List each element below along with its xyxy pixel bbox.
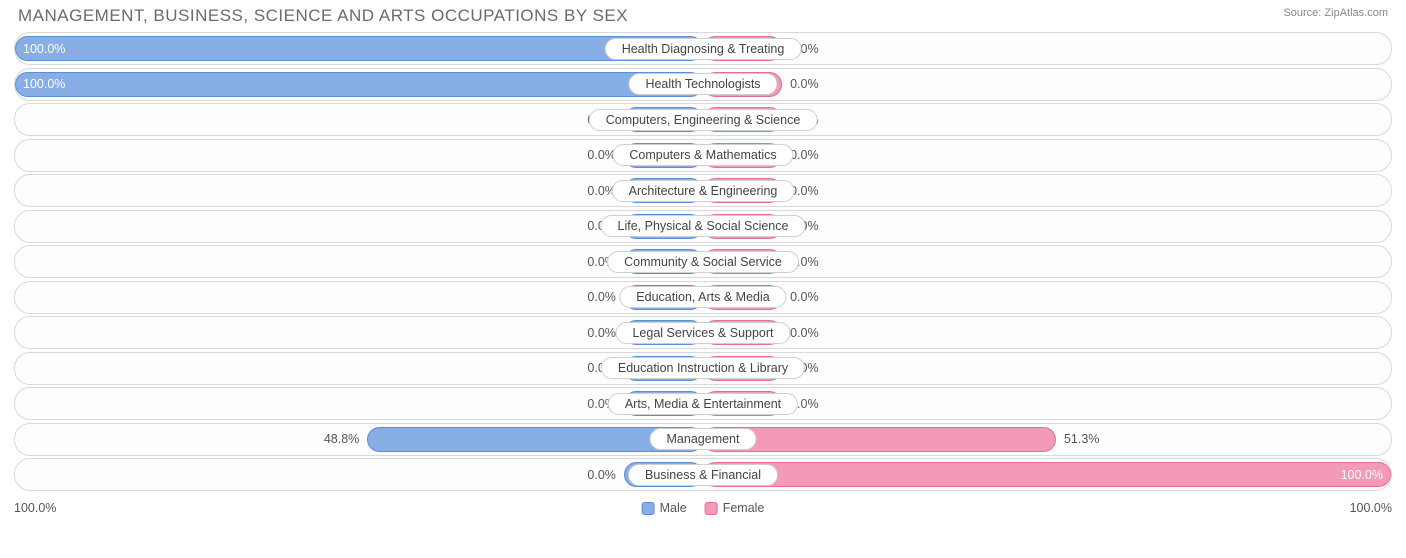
category-label: Business & Financial xyxy=(628,464,778,486)
chart-row: 0.0%0.0%Community & Social Service xyxy=(14,245,1392,278)
chart-row: 0.0%0.0%Education Instruction & Library xyxy=(14,352,1392,385)
value-male: 100.0% xyxy=(23,42,65,56)
source-name: ZipAtlas.com xyxy=(1324,7,1388,19)
value-female: 0.0% xyxy=(790,290,819,304)
value-female: 0.0% xyxy=(790,184,819,198)
chart-row: 0.0%0.0%Computers, Engineering & Science xyxy=(14,103,1392,136)
legend-label-female: Female xyxy=(723,501,765,515)
legend-swatch-female xyxy=(705,502,718,515)
value-male: 0.0% xyxy=(587,290,616,304)
chart-row: 0.0% 100.0% Business & Financial xyxy=(14,458,1392,491)
category-label: Computers & Mathematics xyxy=(612,144,793,166)
bar-male xyxy=(15,72,703,97)
category-label: Arts, Media & Entertainment xyxy=(608,393,798,415)
category-label: Education, Arts & Media xyxy=(619,286,786,308)
chart-row: 0.0%0.0%Education, Arts & Media xyxy=(14,281,1392,314)
value-female: 0.0% xyxy=(790,148,819,162)
chart-title: MANAGEMENT, BUSINESS, SCIENCE AND ARTS O… xyxy=(18,6,628,26)
axis-right-label: 100.0% xyxy=(1350,501,1392,515)
chart-area: 100.0%0.0%Health Diagnosing & Treating10… xyxy=(0,28,1406,491)
chart-row: 100.0% 0.0% Health Technologists xyxy=(14,68,1392,101)
chart-axis: 100.0% Male Female 100.0% xyxy=(14,495,1392,521)
chart-row: 0.0% 0.0%Legal Services & Support xyxy=(14,316,1392,349)
legend-label-male: Male xyxy=(660,501,687,515)
chart-row: 0.0%0.0%Computers & Mathematics xyxy=(14,139,1392,172)
chart-row: 0.0%0.0%Architecture & Engineering xyxy=(14,174,1392,207)
value-female: 51.3% xyxy=(1064,432,1099,446)
chart-source: Source: ZipAtlas.com xyxy=(1283,6,1388,20)
chart-header: MANAGEMENT, BUSINESS, SCIENCE AND ARTS O… xyxy=(0,0,1406,28)
bar-male xyxy=(15,36,703,61)
category-label: Health Diagnosing & Treating xyxy=(605,38,802,60)
value-male: 0.0% xyxy=(587,468,616,482)
value-male: 48.8% xyxy=(324,432,359,446)
value-female: 0.0% xyxy=(790,77,819,91)
category-label: Community & Social Service xyxy=(607,251,799,273)
chart-row: 0.0%0.0%Arts, Media & Entertainment xyxy=(14,387,1392,420)
source-label: Source: xyxy=(1283,7,1321,19)
category-label: Education Instruction & Library xyxy=(601,357,805,379)
category-label: Management xyxy=(650,428,757,450)
category-label: Architecture & Engineering xyxy=(612,180,795,202)
axis-left-label: 100.0% xyxy=(14,501,56,515)
value-male: 0.0% xyxy=(587,326,616,340)
legend-swatch-male xyxy=(642,502,655,515)
category-label: Health Technologists xyxy=(628,73,777,95)
chart-legend: Male Female xyxy=(642,501,765,515)
value-female: 0.0% xyxy=(790,326,819,340)
category-label: Computers, Engineering & Science xyxy=(589,109,818,131)
category-label: Legal Services & Support xyxy=(615,322,790,344)
chart-row: 0.0%0.0%Life, Physical & Social Science xyxy=(14,210,1392,243)
legend-item-male: Male xyxy=(642,501,687,515)
chart-row: 100.0%0.0%Health Diagnosing & Treating xyxy=(14,32,1392,65)
chart-row: 48.8% 51.3% Management xyxy=(14,423,1392,456)
value-female: 100.0% xyxy=(1341,468,1383,482)
bar-female xyxy=(703,462,1391,487)
category-label: Life, Physical & Social Science xyxy=(601,215,806,237)
legend-item-female: Female xyxy=(705,501,765,515)
value-male: 100.0% xyxy=(23,77,65,91)
